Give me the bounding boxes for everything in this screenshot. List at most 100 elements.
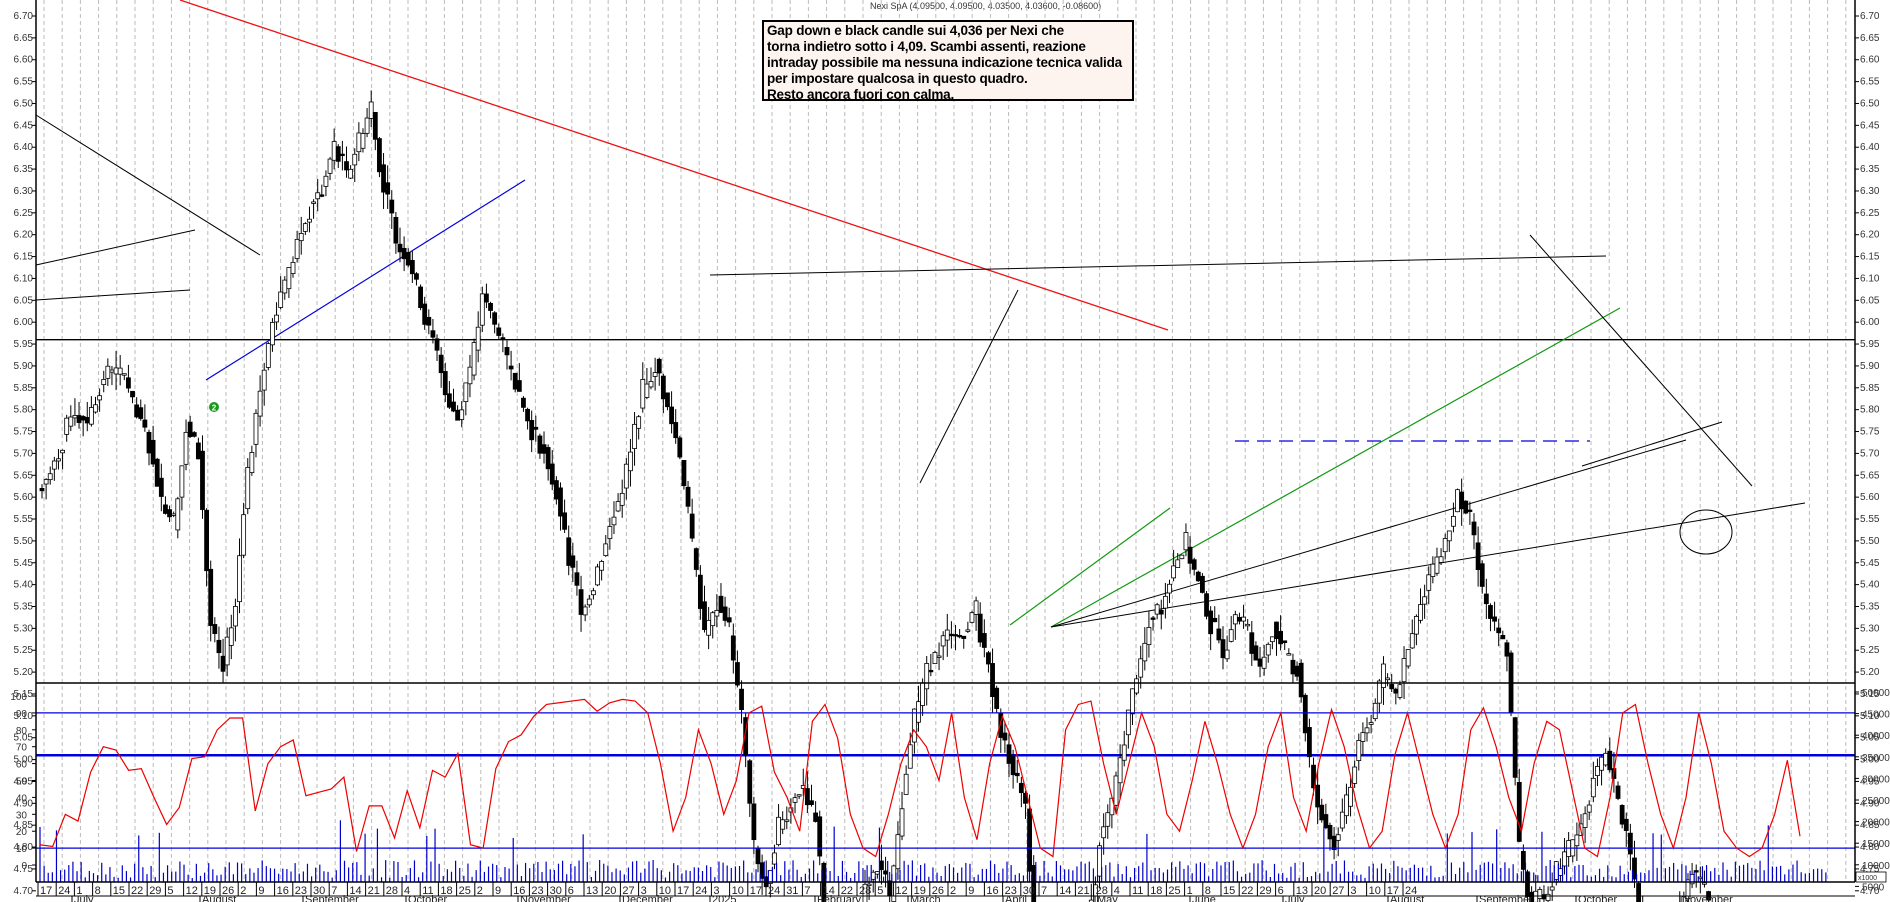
svg-text:25000: 25000 <box>1862 796 1890 807</box>
svg-text:5.35: 5.35 <box>14 601 34 612</box>
candlesticks <box>39 90 1711 902</box>
svg-text:17: 17 <box>677 885 689 897</box>
svg-text:x1000: x1000 <box>1858 875 1877 882</box>
svg-text:November: November <box>1682 894 1733 902</box>
svg-text:13: 13 <box>1296 885 1308 897</box>
svg-text:5.90: 5.90 <box>1860 361 1880 372</box>
svg-text:17: 17 <box>750 885 762 897</box>
svg-text:9: 9 <box>495 885 501 897</box>
svg-text:4.95: 4.95 <box>14 776 34 787</box>
svg-text:August: August <box>1390 894 1424 902</box>
svg-text:6.40: 6.40 <box>14 142 34 153</box>
svg-text:5.55: 5.55 <box>1860 514 1880 525</box>
svg-text:30000: 30000 <box>1862 774 1890 785</box>
svg-text:5.85: 5.85 <box>14 383 34 394</box>
svg-text:5.40: 5.40 <box>1860 580 1880 591</box>
svg-text:July: July <box>1285 894 1305 902</box>
svg-text:5.85: 5.85 <box>1860 383 1880 394</box>
svg-text:0: 0 <box>21 861 27 872</box>
svg-text:26: 26 <box>222 885 234 897</box>
svg-text:25: 25 <box>1168 885 1180 897</box>
svg-text:8: 8 <box>95 885 101 897</box>
svg-text:6.15: 6.15 <box>14 252 34 263</box>
svg-text:30: 30 <box>313 885 325 897</box>
svg-text:7: 7 <box>331 885 337 897</box>
svg-text:5.10: 5.10 <box>1860 711 1880 722</box>
svg-text:40000: 40000 <box>1862 731 1890 742</box>
svg-text:2025: 2025 <box>712 894 736 902</box>
svg-text:5.70: 5.70 <box>14 448 34 459</box>
svg-text:2: 2 <box>477 885 483 897</box>
marker-2-icon: 2 <box>209 402 219 413</box>
svg-text:15000: 15000 <box>1862 839 1890 850</box>
svg-text:5.50: 5.50 <box>14 536 34 547</box>
oscillator-panel <box>36 698 1855 882</box>
svg-text:22: 22 <box>1241 885 1253 897</box>
svg-text:24: 24 <box>695 885 707 897</box>
svg-text:2: 2 <box>240 885 246 897</box>
highlight-ellipse <box>1679 509 1733 555</box>
svg-text:18: 18 <box>440 885 452 897</box>
annotation-line: Resto ancora fuori con calma. <box>767 87 955 102</box>
svg-text:5.05: 5.05 <box>14 733 34 744</box>
svg-text:5.70: 5.70 <box>1860 448 1880 459</box>
svg-text:4.75: 4.75 <box>14 864 34 875</box>
svg-text:6.05: 6.05 <box>14 295 34 306</box>
svg-text:6.30: 6.30 <box>14 186 34 197</box>
svg-text:6.50: 6.50 <box>1860 98 1880 109</box>
svg-text:6.40: 6.40 <box>1860 142 1880 153</box>
svg-text:February: February <box>817 894 862 902</box>
svg-text:August: August <box>202 894 236 902</box>
svg-text:20: 20 <box>604 885 616 897</box>
svg-text:28: 28 <box>386 885 398 897</box>
svg-text:May: May <box>1097 894 1118 902</box>
svg-text:24: 24 <box>58 885 70 897</box>
svg-text:5.60: 5.60 <box>1860 492 1880 503</box>
svg-text:25: 25 <box>459 885 471 897</box>
svg-text:September: September <box>1479 894 1533 902</box>
svg-text:6.70: 6.70 <box>14 11 34 22</box>
svg-text:11: 11 <box>1132 885 1143 897</box>
svg-text:April: April <box>1005 894 1027 902</box>
svg-text:7: 7 <box>804 885 810 897</box>
svg-text:5.30: 5.30 <box>14 623 34 634</box>
svg-text:22: 22 <box>841 885 853 897</box>
svg-text:6.35: 6.35 <box>14 164 34 175</box>
svg-text:5.80: 5.80 <box>14 405 34 416</box>
svg-text:September: September <box>305 894 359 902</box>
trendlines <box>35 0 1806 628</box>
svg-text:5.50: 5.50 <box>1860 536 1880 547</box>
svg-text:6.65: 6.65 <box>14 33 34 44</box>
svg-text:6.05: 6.05 <box>1860 295 1880 306</box>
grid-lines <box>43 0 1847 882</box>
svg-text:5.95: 5.95 <box>14 339 34 350</box>
svg-text:10: 10 <box>659 885 671 897</box>
svg-text:18: 18 <box>1150 885 1162 897</box>
svg-text:6.60: 6.60 <box>14 55 34 66</box>
svg-text:5.75: 5.75 <box>1860 427 1880 438</box>
svg-text:5.25: 5.25 <box>14 645 34 656</box>
svg-text:23: 23 <box>295 885 307 897</box>
svg-text:9: 9 <box>258 885 264 897</box>
svg-text:29: 29 <box>1259 885 1271 897</box>
svg-text:50000: 50000 <box>1862 688 1890 699</box>
svg-text:27: 27 <box>622 885 634 897</box>
svg-text:35000: 35000 <box>1862 753 1890 764</box>
svg-text:5.95: 5.95 <box>1860 339 1880 350</box>
svg-text:4.95: 4.95 <box>1860 776 1880 787</box>
svg-text:5.75: 5.75 <box>14 427 34 438</box>
svg-text:21: 21 <box>368 885 380 897</box>
svg-text:7: 7 <box>1041 885 1047 897</box>
annotation-line: Gap down e black candle sui 4,036 per Ne… <box>767 23 1064 38</box>
svg-text:20: 20 <box>16 827 28 838</box>
svg-text:4.90: 4.90 <box>1860 798 1880 809</box>
annotation-line: intraday possibile ma nessuna indicazion… <box>767 55 1122 70</box>
axes: 6.70 6.70 6.65 6.65 6.60 6.60 6.55 6.55 6.50 6.50… <box>10 0 1890 902</box>
svg-text:4.75: 4.75 <box>1860 864 1880 875</box>
svg-text:30: 30 <box>1023 885 1035 897</box>
svg-text:6.35: 6.35 <box>1860 164 1880 175</box>
svg-text:1: 1 <box>1187 885 1193 897</box>
svg-text:4.85: 4.85 <box>14 820 34 831</box>
svg-text:5.55: 5.55 <box>14 514 34 525</box>
svg-text:3: 3 <box>1350 885 1356 897</box>
